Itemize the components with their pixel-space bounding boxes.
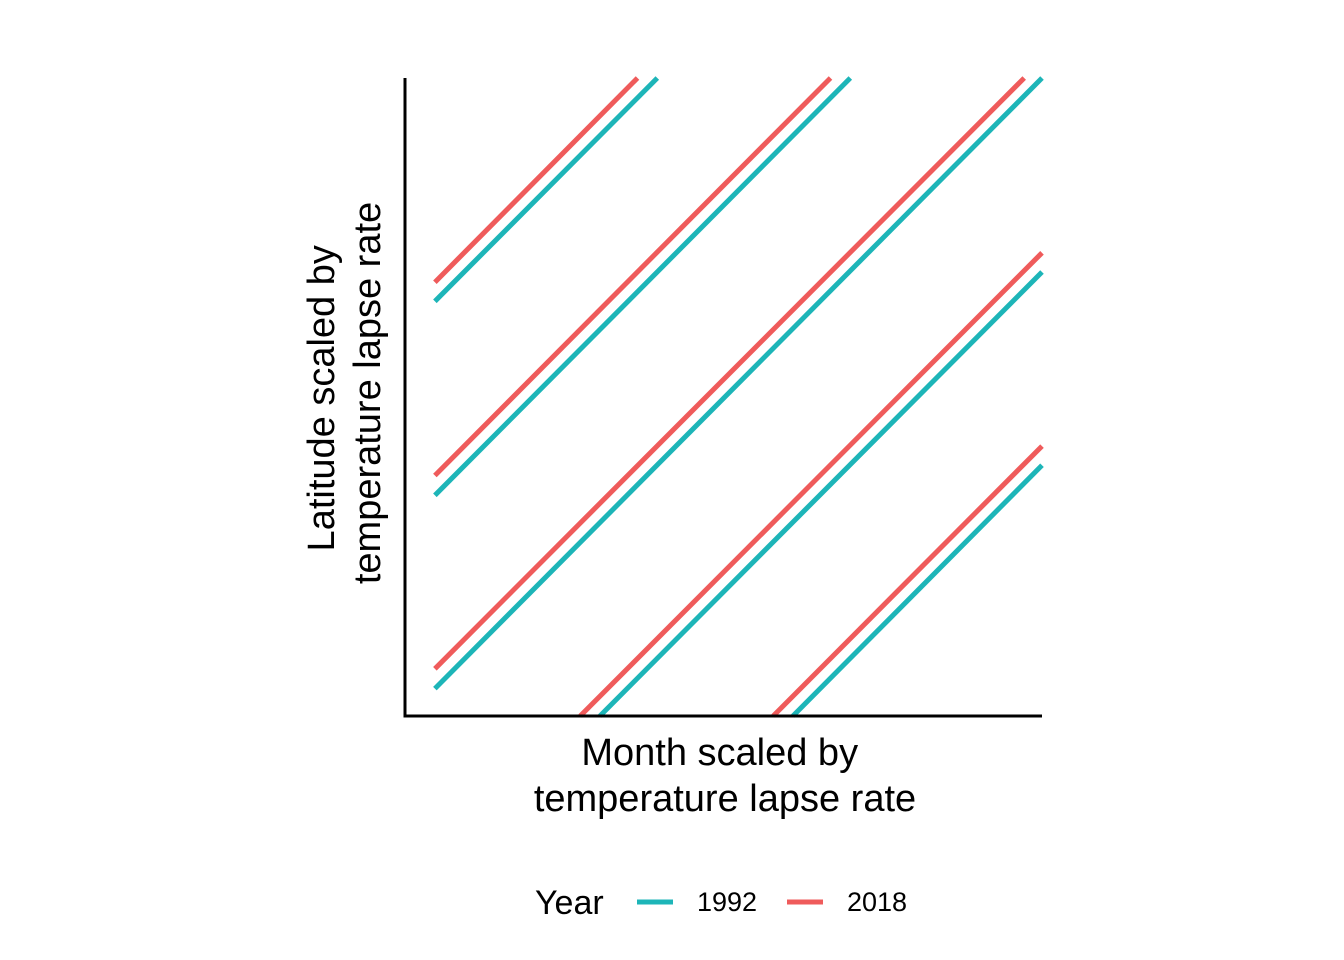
series-1992-line-3	[433, 76, 1044, 691]
y-axis-title: Latitude scaled by temperature lapse rat…	[301, 202, 389, 584]
series-2018-line-4	[578, 251, 1044, 718]
legend-label-1992: 1992	[697, 887, 757, 917]
x-axis-title: Month scaled by temperature lapse rate	[534, 732, 916, 820]
x-axis-title-line-2: temperature lapse rate	[534, 778, 916, 820]
y-axis-title-line-1: Latitude scaled by	[301, 245, 343, 551]
series-1992-line-5	[791, 463, 1044, 718]
x-axis-title-line-1: Month scaled by	[581, 732, 858, 774]
legend-title: Year	[535, 884, 604, 922]
series-2018-line-3	[433, 76, 1026, 671]
series-2018-line-5	[771, 444, 1044, 718]
series-1992-line-2	[433, 76, 853, 498]
series-2018-line-1	[433, 76, 640, 284]
legend-label-2018: 2018	[847, 887, 907, 917]
series-1992-line-4	[598, 270, 1044, 718]
series-2018-line-2	[433, 76, 833, 478]
series-1992-line-1	[433, 76, 660, 304]
y-axis-title-line-2: temperature lapse rate	[347, 202, 389, 584]
legend: Year 1992 2018	[535, 884, 907, 922]
plot-lines	[433, 76, 1044, 718]
